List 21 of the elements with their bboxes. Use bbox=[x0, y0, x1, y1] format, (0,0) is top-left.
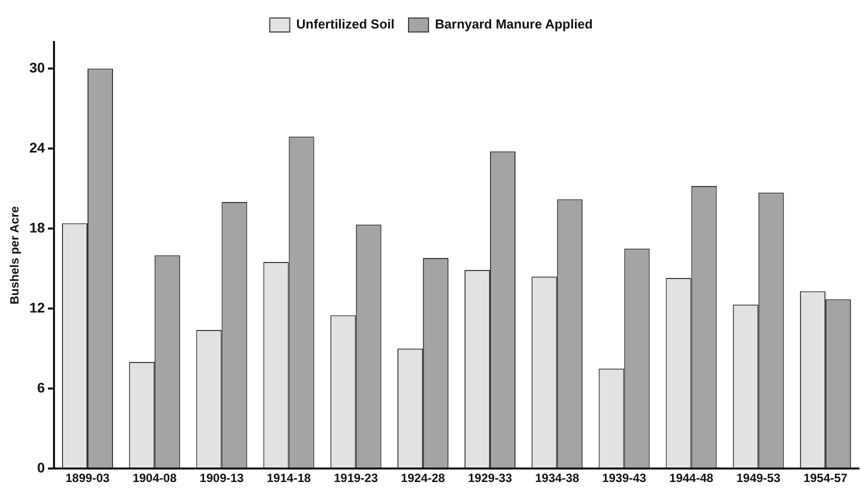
x-tick-label: 1899-03 bbox=[65, 471, 110, 486]
x-tick-label: 1944-48 bbox=[669, 471, 714, 486]
x-tick-label: 1904-08 bbox=[132, 471, 177, 486]
y-tick-label: 6 bbox=[37, 379, 46, 396]
x-tick-label: 1949-53 bbox=[736, 471, 781, 486]
x-tick-label: 1929-33 bbox=[468, 471, 512, 486]
legend-label: Barnyard Manure Applied bbox=[435, 16, 593, 32]
y-axis-title: Bushels per Acre bbox=[8, 206, 22, 304]
y-tick-label: 12 bbox=[29, 299, 46, 316]
x-tick-label: 1924-28 bbox=[400, 471, 446, 486]
x-tick-label: 1954-57 bbox=[803, 471, 848, 486]
y-tick-label: 0 bbox=[37, 459, 46, 476]
legend-label: Unfertilized Soil bbox=[296, 16, 395, 32]
x-tick-label: 1934-38 bbox=[535, 471, 580, 486]
x-tick-label: 1919-23 bbox=[334, 471, 378, 486]
y-tick-label: 30 bbox=[29, 60, 46, 76]
y-tick-label: 24 bbox=[29, 140, 46, 156]
y-tick-label: 18 bbox=[29, 219, 46, 236]
x-tick-label: 1939-43 bbox=[602, 471, 647, 486]
x-tick-label: 1914-18 bbox=[266, 471, 312, 486]
x-tick-label: 1909-13 bbox=[200, 471, 244, 486]
